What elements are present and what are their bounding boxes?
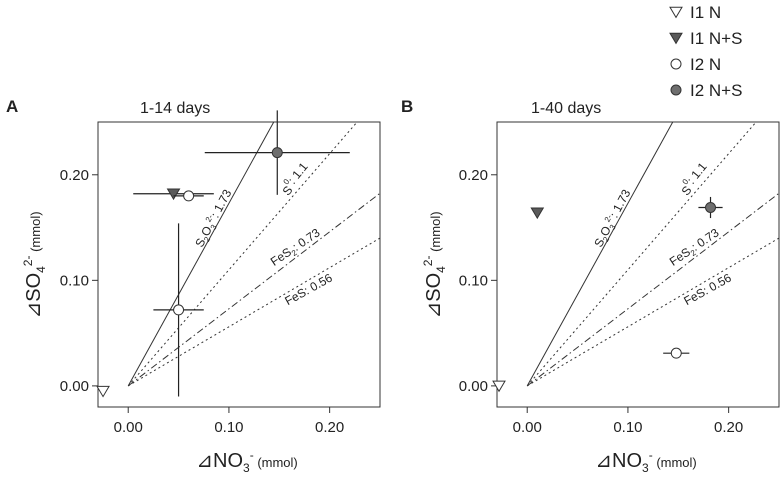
x-axis-label: ⊿NO3- (mmol): [595, 448, 697, 475]
x-axis-label-sub: 3: [243, 461, 250, 475]
y-tick-label: 0.20: [459, 167, 488, 184]
legend-marker: [669, 6, 683, 19]
panel-title: 1-14 days: [140, 100, 210, 117]
legend-label: I1 N: [690, 3, 721, 22]
ref-label-sub: 2: [202, 235, 212, 244]
x-tick-label: 0.20: [315, 419, 344, 436]
legend-label: I2 N+S: [690, 81, 742, 100]
legend-marker: [670, 84, 682, 96]
legend-marker: [670, 58, 682, 70]
data-point: [166, 188, 181, 201]
ref-label-main: FeS: [268, 245, 294, 269]
x-axis-label-main: ⊿NO: [595, 450, 642, 472]
reference-line-label: FeS: 0.56: [681, 271, 734, 309]
ref-label-value: : 1.73: [208, 187, 235, 220]
reference-lines: [127, 122, 380, 387]
y-tick-label: 0.20: [60, 167, 89, 184]
y-axis-label: ⊿SO42- (mmol): [421, 211, 448, 318]
legend: I1 N I1 N+S I2 N I2 N+S: [669, 3, 742, 100]
reference-line-label: FeS2: 0.73: [268, 225, 324, 270]
y-axis-label-sub: 4: [34, 266, 48, 273]
plot-frame: [496, 121, 780, 408]
ref-label-sub: 2: [290, 248, 299, 258]
data-point: [530, 207, 545, 220]
reference-line-S0: [127, 122, 358, 387]
y-axis-label-sub: 4: [434, 266, 448, 273]
ref-label-sub: 3: [209, 223, 219, 232]
data-point: [492, 380, 506, 393]
y-axis-label-sup: 2-: [421, 256, 435, 267]
y-axis-label-unit: (mmol): [28, 211, 43, 255]
ref-label-sup: 2-: [204, 213, 215, 224]
reference-line-FeS2: [526, 192, 779, 387]
reference-line-FeS: [526, 237, 779, 387]
x-axis-label-sub: 3: [642, 461, 649, 475]
x-tick-label: 0.20: [714, 419, 743, 436]
panel-letter: A: [6, 97, 18, 116]
ref-label-sup: 2-: [603, 213, 614, 224]
reference-line-label: S2O32-: 1.73: [590, 186, 635, 250]
x-axis-label: ⊿NO3- (mmol): [196, 448, 298, 475]
x-axis-label-sup: -: [649, 448, 653, 462]
reference-line-label: S0: 1.1: [276, 159, 313, 198]
y-axis-label: ⊿SO42- (mmol): [21, 211, 48, 318]
x-axis-label-main: ⊿NO: [196, 450, 243, 472]
x-axis-label-sup: -: [250, 448, 254, 462]
x-axis-label-unit: (mmol): [653, 455, 697, 470]
panel-letter: B: [401, 97, 413, 116]
x-tick-label: 0.10: [613, 419, 642, 436]
ref-label-sup: 0: [681, 177, 691, 187]
ref-label-sub: 2: [689, 248, 698, 258]
reference-line-S0: [526, 122, 757, 387]
reference-line-FeS: [127, 237, 380, 387]
ref-label-main: FeS: [667, 245, 693, 269]
panel-title: 1-40 days: [531, 100, 601, 117]
ref-label-sub: 3: [608, 223, 618, 232]
x-axis-label-unit: (mmol): [254, 455, 298, 470]
plot-frame: [97, 121, 381, 408]
x-tick-label: 0.00: [513, 419, 542, 436]
data-point: [173, 304, 185, 316]
y-axis-label-main: ⊿SO: [423, 273, 445, 319]
ref-label-sup: 0: [282, 177, 292, 187]
reference-line-label: FeS: 0.56: [282, 271, 335, 309]
reference-lines: [526, 122, 779, 387]
y-tick-label: 0.10: [459, 272, 488, 289]
y-tick-label: 0.00: [60, 378, 89, 395]
reference-line-label: S0: 1.1: [675, 159, 712, 198]
reference-line-S2O3: [127, 122, 275, 387]
reference-line-FeS2: [127, 192, 380, 387]
y-tick-label: 0.10: [60, 272, 89, 289]
y-axis-label-main: ⊿SO: [23, 273, 45, 319]
panel-a: A 1-14 days 0.00 0.10 0.20 0.00 0.10 0.20 ⊿NO3- …: [6, 97, 381, 475]
panel-b: B 1-40 days 0.00 0.10 0.20 0.00 0.10 0.20 ⊿NO3- …: [401, 97, 780, 475]
y-tick-label: 0.00: [459, 378, 488, 395]
data-point: [670, 347, 682, 359]
data-point: [183, 190, 195, 202]
data-point: [96, 385, 110, 398]
ref-label-sub: 2: [601, 235, 611, 244]
legend-marker: [669, 32, 683, 45]
x-tick-label: 0.00: [114, 419, 143, 436]
legend-label: I2 N: [690, 55, 721, 74]
reference-line-label: FeS2: 0.73: [667, 225, 723, 270]
ref-label-value: : 1.73: [607, 187, 634, 220]
data-point: [705, 202, 717, 213]
x-tick-label: 0.10: [214, 419, 243, 436]
reference-line-S2O3: [526, 122, 674, 387]
data-point: [271, 147, 283, 159]
legend-label: I1 N+S: [690, 29, 742, 48]
y-axis-label-sup: 2-: [21, 256, 35, 267]
y-axis-label-unit: (mmol): [428, 211, 443, 255]
